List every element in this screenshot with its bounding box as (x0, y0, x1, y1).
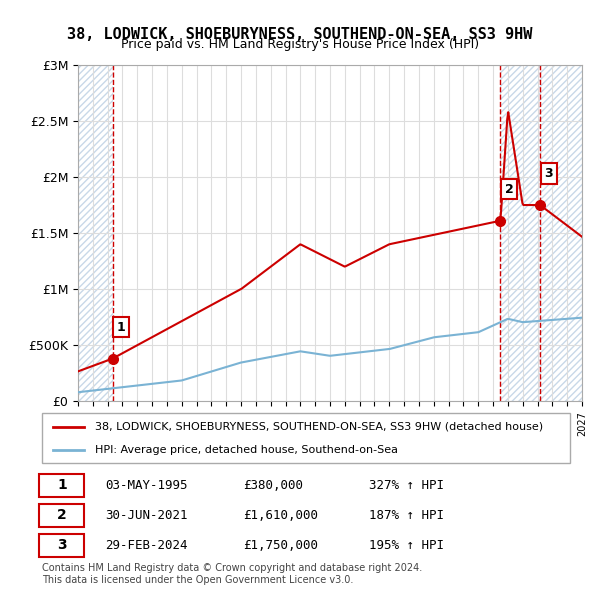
Text: 38, LODWICK, SHOEBURYNESS, SOUTHEND-ON-SEA, SS3 9HW: 38, LODWICK, SHOEBURYNESS, SOUTHEND-ON-S… (67, 27, 533, 41)
Text: 1: 1 (57, 478, 67, 492)
Text: 03-MAY-1995: 03-MAY-1995 (106, 479, 188, 492)
FancyBboxPatch shape (40, 474, 84, 497)
Bar (500, 65, 582, 401)
Bar (78, 65, 113, 401)
Text: 38, LODWICK, SHOEBURYNESS, SOUTHEND-ON-SEA, SS3 9HW (detached house): 38, LODWICK, SHOEBURYNESS, SOUTHEND-ON-S… (95, 421, 543, 431)
Text: HPI: Average price, detached house, Southend-on-Sea: HPI: Average price, detached house, Sout… (95, 445, 398, 455)
FancyBboxPatch shape (40, 534, 84, 557)
Text: £1,610,000: £1,610,000 (242, 509, 317, 522)
Text: 2: 2 (57, 508, 67, 522)
Bar (500, 65, 582, 401)
Text: Price paid vs. HM Land Registry's House Price Index (HPI): Price paid vs. HM Land Registry's House … (121, 38, 479, 51)
Text: 327% ↑ HPI: 327% ↑ HPI (370, 479, 445, 492)
FancyBboxPatch shape (42, 413, 570, 463)
Text: 3: 3 (544, 167, 553, 180)
Text: 3: 3 (57, 538, 67, 552)
Text: 30-JUN-2021: 30-JUN-2021 (106, 509, 188, 522)
Text: £1,750,000: £1,750,000 (242, 539, 317, 552)
Text: £380,000: £380,000 (242, 479, 302, 492)
Text: 2: 2 (505, 183, 514, 196)
Text: 187% ↑ HPI: 187% ↑ HPI (370, 509, 445, 522)
FancyBboxPatch shape (40, 504, 84, 527)
Bar (78, 65, 113, 401)
Text: 195% ↑ HPI: 195% ↑ HPI (370, 539, 445, 552)
Text: 1: 1 (117, 320, 126, 333)
Text: 29-FEB-2024: 29-FEB-2024 (106, 539, 188, 552)
Text: Contains HM Land Registry data © Crown copyright and database right 2024.
This d: Contains HM Land Registry data © Crown c… (42, 563, 422, 585)
